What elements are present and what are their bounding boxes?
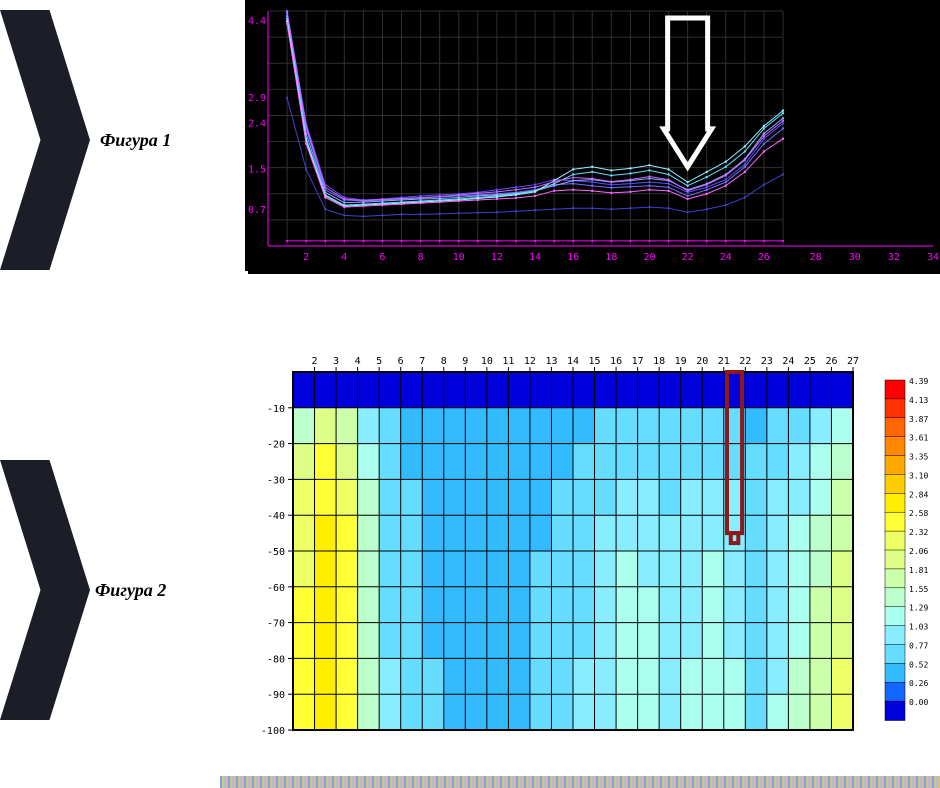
svg-text:27: 27 [847, 356, 859, 367]
figure1-caption: Фигура 1 [100, 130, 171, 151]
svg-text:0.00: 0.00 [909, 698, 928, 707]
svg-text:-90: -90 [267, 690, 285, 701]
svg-text:30: 30 [849, 252, 861, 263]
svg-text:18: 18 [653, 356, 665, 367]
svg-text:2: 2 [303, 252, 309, 263]
svg-text:2.9: 2.9 [248, 93, 266, 104]
svg-text:0.52: 0.52 [909, 660, 928, 669]
figure2-marker [0, 460, 90, 720]
svg-text:17: 17 [632, 356, 644, 367]
svg-text:2.84: 2.84 [909, 490, 928, 499]
svg-text:3.87: 3.87 [909, 415, 928, 424]
svg-text:21: 21 [718, 356, 730, 367]
svg-text:4.13: 4.13 [909, 396, 928, 405]
svg-text:24: 24 [720, 252, 732, 263]
figure1-marker [0, 10, 90, 270]
svg-text:1.55: 1.55 [909, 585, 928, 594]
svg-text:-10: -10 [267, 404, 285, 415]
svg-text:1.03: 1.03 [909, 623, 928, 632]
svg-text:11: 11 [502, 356, 514, 367]
svg-text:12: 12 [491, 252, 503, 263]
svg-text:3: 3 [333, 356, 339, 367]
svg-text:0.77: 0.77 [909, 641, 928, 650]
svg-text:1.29: 1.29 [909, 604, 928, 613]
svg-text:34: 34 [927, 252, 939, 263]
svg-text:26: 26 [825, 356, 837, 367]
svg-text:10: 10 [453, 252, 465, 263]
svg-text:10: 10 [481, 356, 493, 367]
svg-text:2: 2 [312, 356, 318, 367]
svg-text:13: 13 [545, 356, 557, 367]
svg-text:1.81: 1.81 [909, 566, 928, 575]
svg-text:14: 14 [529, 252, 541, 263]
footer-noise-strip [220, 776, 940, 788]
svg-text:8: 8 [418, 252, 424, 263]
svg-text:6: 6 [379, 252, 385, 263]
svg-text:22: 22 [739, 356, 751, 367]
svg-text:16: 16 [567, 252, 579, 263]
svg-text:-60: -60 [267, 583, 285, 594]
svg-text:-100: -100 [261, 726, 285, 737]
svg-text:20: 20 [643, 252, 655, 263]
svg-text:9: 9 [462, 356, 468, 367]
svg-text:23: 23 [761, 356, 773, 367]
svg-text:2.58: 2.58 [909, 509, 928, 518]
figure2-caption: Фигура 2 [95, 580, 166, 601]
svg-text:2.32: 2.32 [909, 528, 928, 537]
svg-text:32: 32 [888, 252, 900, 263]
svg-text:-70: -70 [267, 619, 285, 630]
svg-text:-40: -40 [267, 511, 285, 522]
svg-text:28: 28 [810, 252, 822, 263]
svg-text:5: 5 [376, 356, 382, 367]
svg-text:19: 19 [675, 356, 687, 367]
svg-text:1.5: 1.5 [248, 164, 266, 175]
figure2-heatmap: 2345678910111213141516171819202122232425… [245, 350, 940, 745]
svg-text:6: 6 [398, 356, 404, 367]
svg-text:2.4: 2.4 [248, 118, 266, 129]
svg-text:4: 4 [341, 252, 347, 263]
svg-text:26: 26 [758, 252, 770, 263]
svg-text:-80: -80 [267, 654, 285, 665]
svg-text:12: 12 [524, 356, 536, 367]
svg-text:4.39: 4.39 [909, 377, 928, 386]
svg-text:3.61: 3.61 [909, 434, 928, 443]
svg-text:-50: -50 [267, 547, 285, 558]
svg-text:24: 24 [782, 356, 794, 367]
svg-text:4.4: 4.4 [248, 16, 266, 27]
svg-text:20: 20 [696, 356, 708, 367]
svg-text:0.26: 0.26 [909, 679, 928, 688]
svg-text:22: 22 [682, 252, 694, 263]
svg-text:2.06: 2.06 [909, 547, 928, 556]
svg-text:3.10: 3.10 [909, 471, 928, 480]
svg-text:14: 14 [567, 356, 579, 367]
svg-text:4: 4 [355, 356, 361, 367]
svg-text:7: 7 [419, 356, 425, 367]
svg-text:8: 8 [441, 356, 447, 367]
svg-text:15: 15 [589, 356, 601, 367]
svg-text:3.35: 3.35 [909, 453, 928, 462]
svg-text:25: 25 [804, 356, 816, 367]
svg-text:-30: -30 [267, 475, 285, 486]
svg-text:-20: -20 [267, 440, 285, 451]
svg-text:18: 18 [605, 252, 617, 263]
svg-text:16: 16 [610, 356, 622, 367]
figure1-chart: 0.71.52.42.94.42468101214161820222426283… [245, 0, 940, 271]
svg-text:0.7: 0.7 [248, 205, 266, 216]
